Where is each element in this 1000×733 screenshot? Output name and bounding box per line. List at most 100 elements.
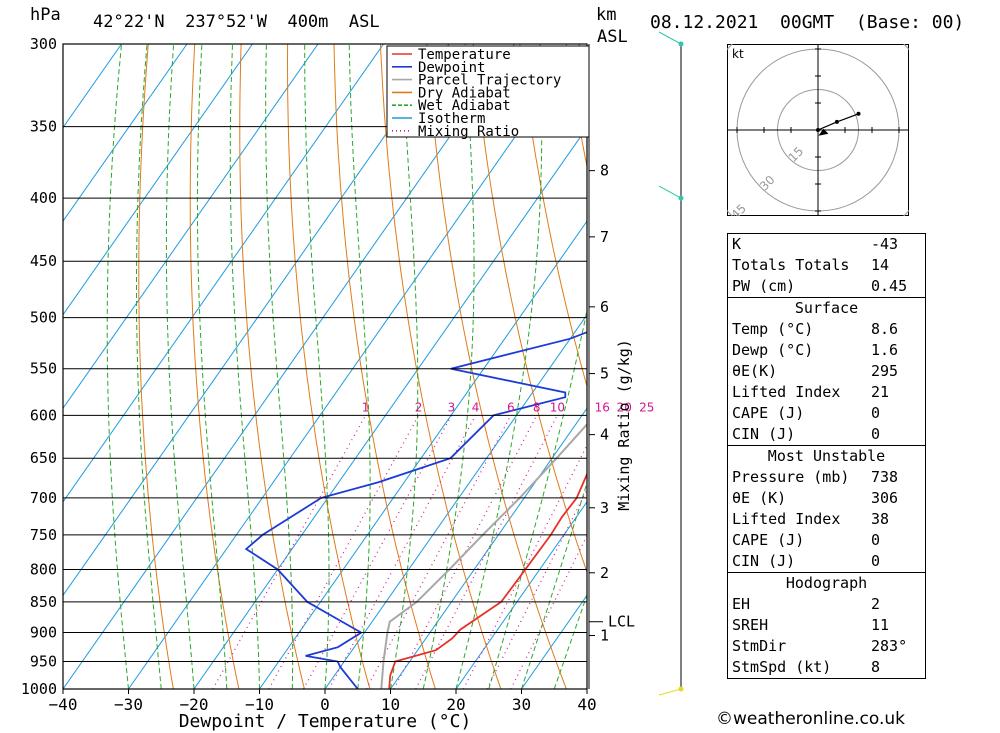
mixing-ratio-label: 10 [550, 400, 565, 414]
isotherm-line [455, 500, 587, 689]
mixing-ratio-line [486, 488, 587, 689]
legend-label: Parcel Trajectory [418, 73, 561, 89]
pressure-tick-label: 750 [30, 526, 57, 544]
k-label: K [732, 235, 742, 253]
mixing-ratio-label: 2 [415, 400, 423, 414]
wet-adiabat-line [136, 44, 162, 689]
isotherm-line [63, 44, 188, 223]
legend-label: Dry Adiabat [418, 85, 511, 101]
wind-barb [658, 31, 682, 45]
dry-adiabat-line [379, 44, 502, 689]
km-tick-label: 5 [600, 365, 609, 383]
mu-li-value: 38 [871, 510, 890, 528]
mu-pressure-value: 738 [871, 468, 899, 486]
k-value: -43 [871, 235, 899, 253]
mu-pressure-label: Pressure (mb) [732, 468, 850, 486]
surface-theta-value: 295 [871, 362, 899, 380]
stmdir-value: 283° [871, 637, 908, 655]
mixing-ratio-label: 1 [362, 400, 370, 414]
indices-table: K -43 Totals Totals 14 PW (cm) 0.45 Surface… [727, 233, 926, 679]
hodograph-title: Hodograph [727, 572, 926, 594]
pressure-tick-label: 800 [30, 560, 57, 578]
dry-adiabat-line [189, 44, 240, 689]
x-tick-label: −10 [245, 695, 274, 714]
surface-dewp-value: 1.6 [871, 341, 899, 359]
wet-adiabat-line [229, 44, 260, 689]
wet-adiabat-line [304, 44, 330, 689]
wet-adiabat-line [348, 44, 371, 689]
pressure-tick-label: 400 [30, 189, 57, 207]
isotherm-line [63, 44, 450, 597]
isotherm-line [128, 44, 581, 689]
stmdir-label: StmDir [732, 637, 787, 655]
wind-barb [658, 185, 682, 199]
surface-cape-value: 0 [871, 404, 881, 422]
legend-label: Wet Adiabat [418, 98, 511, 114]
dry-adiabat-line [938, 44, 1000, 689]
x-axis-label: Dewpoint / Temperature (°C) [179, 711, 472, 732]
eh-label: EH [732, 595, 751, 613]
datetime-title: 08.12.2021 00GMT (Base: 00) [650, 12, 965, 33]
wet-adiabat-line [196, 44, 228, 689]
pressure-tick-label: 550 [30, 360, 57, 378]
km-tick-label: 6 [600, 298, 609, 316]
km-tick-label: 4 [600, 426, 609, 444]
legend-label: Dewpoint [418, 60, 485, 76]
stmspd-label: StmSpd (kt) [732, 658, 832, 676]
mixing-ratio-axis-label: Mixing Ratio (g/kg) [615, 339, 633, 511]
km-unit: km [596, 5, 617, 25]
sreh-label: SREH [732, 616, 769, 634]
mixing-ratio-label: 3 [448, 400, 456, 414]
mixing-ratio-label: 20 [617, 400, 632, 414]
x-tick-label: 30 [512, 695, 531, 714]
dry-adiabat-line [984, 44, 1000, 689]
pressure-tick-label: 850 [30, 593, 57, 611]
wind-barb [658, 688, 682, 696]
lcl-label: LCL [608, 613, 635, 631]
mu-li-label: Lifted Index [732, 510, 841, 528]
temperature-line [388, 472, 587, 689]
hodograph-unit: kt [732, 47, 744, 61]
isotherm-line [63, 44, 384, 503]
km-tick-label: 2 [600, 564, 609, 582]
km-tick-label: 1 [600, 627, 609, 645]
legend-box [386, 45, 590, 138]
pressure-tick-label: 300 [30, 35, 57, 53]
surface-li-label: Lifted Index [732, 383, 841, 401]
x-tick-label: 20 [446, 695, 465, 714]
legend-label: Temperature [418, 47, 511, 63]
surface-theta-label: θE(K) [732, 362, 778, 380]
x-tick-label: −20 [180, 695, 209, 714]
pw-value: 0.45 [871, 277, 908, 295]
pressure-tick-label: 700 [30, 489, 57, 507]
dewpoint-line [244, 331, 587, 689]
location-title: 42°22'N 237°52'W 400m ASL [93, 12, 380, 32]
surface-cin-value: 0 [871, 425, 881, 443]
mixing-ratio-line [462, 444, 587, 689]
surface-li-value: 21 [871, 383, 890, 401]
hodograph-point [856, 111, 861, 116]
mixing-ratio-label: 25 [639, 400, 654, 414]
surface-temp-label: Temp (°C) [732, 320, 814, 338]
mixing-ratio-line [510, 534, 587, 689]
eh-value: 2 [871, 595, 881, 613]
surface-temp-value: 8.6 [871, 320, 899, 338]
x-tick-label: −30 [114, 695, 143, 714]
km-tick-label: 8 [600, 162, 609, 180]
pressure-tick-label: 1000 [21, 680, 57, 698]
surface-cape-label: CAPE (J) [732, 404, 805, 422]
km-tick-label: 3 [600, 499, 609, 517]
pressure-tick-label: 350 [30, 118, 57, 136]
pressure-tick-label: 600 [30, 406, 57, 424]
dry-adiabat-line [519, 44, 587, 388]
tt-value: 14 [871, 256, 890, 274]
x-tick-label: −40 [49, 695, 78, 714]
wet-adiabat-line [106, 44, 129, 689]
stmspd-value: 8 [871, 658, 881, 676]
isotherm-line [63, 44, 515, 689]
isotherm-line [63, 44, 319, 410]
pressure-tick-label: 500 [30, 309, 57, 327]
mixing-ratio-line [212, 415, 367, 689]
